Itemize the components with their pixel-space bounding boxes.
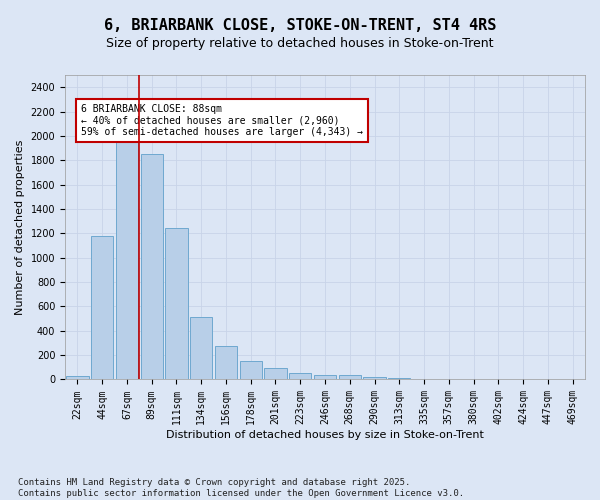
- Text: 6 BRIARBANK CLOSE: 88sqm
← 40% of detached houses are smaller (2,960)
59% of sem: 6 BRIARBANK CLOSE: 88sqm ← 40% of detach…: [81, 104, 363, 138]
- Bar: [364, 377, 386, 380]
- Bar: [215, 346, 237, 380]
- Text: Contains HM Land Registry data © Crown copyright and database right 2025.
Contai: Contains HM Land Registry data © Crown c…: [18, 478, 464, 498]
- Bar: [190, 317, 212, 380]
- Bar: [140, 154, 163, 380]
- Text: Size of property relative to detached houses in Stoke-on-Trent: Size of property relative to detached ho…: [106, 38, 494, 51]
- Bar: [116, 139, 138, 380]
- Bar: [338, 375, 361, 380]
- Bar: [91, 236, 113, 380]
- Bar: [388, 378, 410, 380]
- X-axis label: Distribution of detached houses by size in Stoke-on-Trent: Distribution of detached houses by size …: [166, 430, 484, 440]
- Bar: [239, 360, 262, 380]
- Y-axis label: Number of detached properties: Number of detached properties: [15, 140, 25, 315]
- Bar: [66, 376, 89, 380]
- Bar: [166, 228, 188, 380]
- Bar: [289, 374, 311, 380]
- Bar: [314, 374, 336, 380]
- Bar: [265, 368, 287, 380]
- Text: 6, BRIARBANK CLOSE, STOKE-ON-TRENT, ST4 4RS: 6, BRIARBANK CLOSE, STOKE-ON-TRENT, ST4 …: [104, 18, 496, 32]
